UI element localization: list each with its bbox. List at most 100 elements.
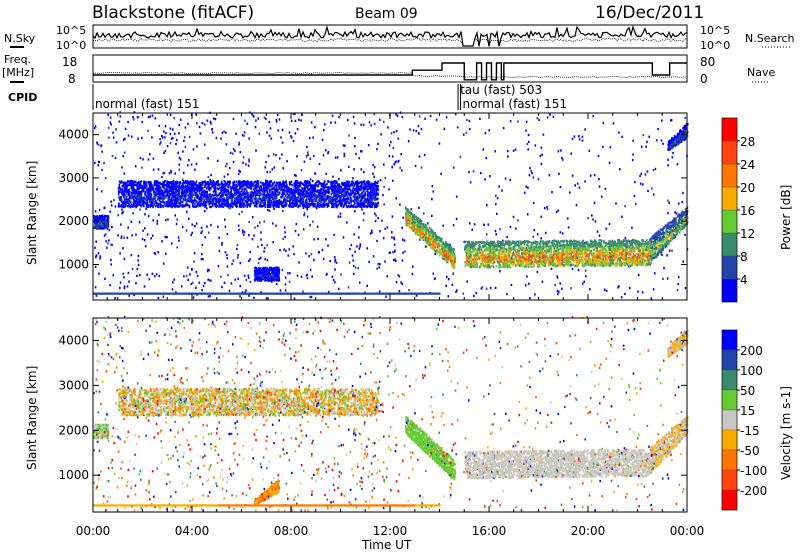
echo-cell [312,221,314,223]
echo-cell [201,258,203,260]
echo-cell [170,142,172,144]
echo-cell [213,293,215,295]
echo-cell [193,261,195,263]
echo-cell [501,259,503,261]
echo-cell [281,153,283,155]
nsearch-tick-bottom: 10^0 [700,39,730,52]
echo-cell [507,155,509,157]
echo-cell [596,255,598,257]
echo-cell [594,257,596,259]
echo-cell [296,223,298,225]
echo-cell [307,216,309,218]
echo-cell [344,153,346,155]
echo-cell [225,293,227,295]
echo-cell [414,293,416,295]
echo-cell [379,290,381,292]
echo-cell [325,293,327,295]
echo-cell [165,219,167,221]
echo-cell [526,247,528,249]
echo-cell [169,293,171,295]
echo-cell [344,155,346,157]
echo-cell [504,259,506,261]
echo-cell [325,238,327,240]
echo-cell [179,157,181,159]
echo-cell [394,244,396,246]
echo-cell [384,260,386,262]
echo-cell [591,252,593,254]
echo-cell [149,278,151,280]
echo-cell [200,132,202,134]
echo-cell [272,168,274,170]
echo-cell [331,293,333,295]
echo-cell [392,215,394,217]
echo-cell [547,241,549,243]
echo-cell [486,266,488,268]
echo-cell [165,132,167,134]
echo-cell [529,167,531,169]
echo-cell [619,239,621,241]
echo-cell [98,161,100,163]
echo-cell [216,293,218,295]
echo-cell [639,249,641,251]
echo-cell [554,246,556,248]
echo-cell [201,253,203,255]
echo-cell [157,251,159,253]
echo-cell [514,241,516,243]
echo-cell [124,258,126,260]
echo-cell [621,136,623,138]
echo-cell [239,285,241,287]
echo-cell [492,241,494,243]
echo-cell [598,242,600,244]
echo-cell [528,254,530,256]
echo-cell [498,255,500,257]
echo-cell [496,258,498,260]
echo-cell [202,244,204,246]
echo-cell [473,259,475,261]
echo-cell [427,242,429,244]
echo-cell [186,229,188,231]
echo-cell [491,265,493,267]
echo-cell [204,282,206,284]
echo-cell [289,281,291,283]
echo-cell [349,262,351,264]
echo-cell [153,169,155,171]
echo-cell [185,146,187,148]
echo-cell [621,244,623,246]
echo-cell [148,116,150,118]
echo-cell [675,221,677,223]
echo-cell [354,145,356,147]
echo-cell [495,203,497,205]
echo-cell [555,250,557,252]
echo-cell [249,251,251,253]
echo-cell [529,297,531,299]
echo-cell [596,247,598,249]
echo-cell [583,245,585,247]
echo-cell [545,256,547,258]
echo-cell [453,167,455,169]
echo-cell [527,213,529,215]
echo-cell [592,264,594,266]
echo-cell [566,261,568,263]
echo-cell [158,293,160,295]
echo-cell [122,155,124,157]
echo-cell [587,246,589,248]
echo-cell [660,229,662,231]
echo-cell [654,272,656,274]
echo-cell [294,298,296,300]
echo-cell [219,250,221,252]
echo-cell [213,117,215,119]
echo-cell [614,258,616,260]
echo-cell [561,263,563,265]
echo-cell [558,240,560,242]
echo-cell [418,125,420,127]
echo-cell [637,291,639,293]
echo-cell [226,143,228,145]
echo-cell [264,117,266,119]
echo-cell [383,121,385,123]
echo-cell [430,238,432,240]
echo-cell [187,267,189,269]
echo-cell [300,119,302,121]
echo-cell [237,254,239,256]
echo-cell [453,224,455,226]
freq-panel: Freq. [MHz] 18 8 80 0 Nave [2,53,775,86]
